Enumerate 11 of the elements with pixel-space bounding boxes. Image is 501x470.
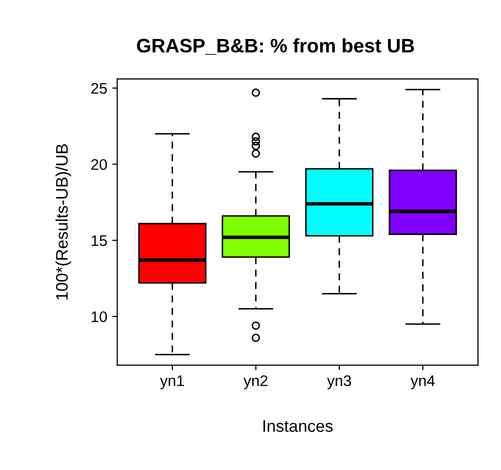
y-axis-title: 100*(Results-UB)/UB <box>56 144 72 300</box>
chart-title: GRASP_B&B: % from best UB <box>136 38 414 55</box>
x-tick-label: yn3 <box>327 375 351 390</box>
x-tick-label: yn4 <box>410 375 435 390</box>
y-tick-label: 25 <box>91 82 107 94</box>
y-tick-label: 10 <box>92 311 107 322</box>
x-tick-label: yn1 <box>160 375 184 390</box>
y-tick-label: 15 <box>92 235 107 246</box>
y-tick-label: 20 <box>91 159 107 170</box>
x-axis-title: Instances <box>263 420 333 432</box>
x-tick-label: yn2 <box>244 375 268 390</box>
